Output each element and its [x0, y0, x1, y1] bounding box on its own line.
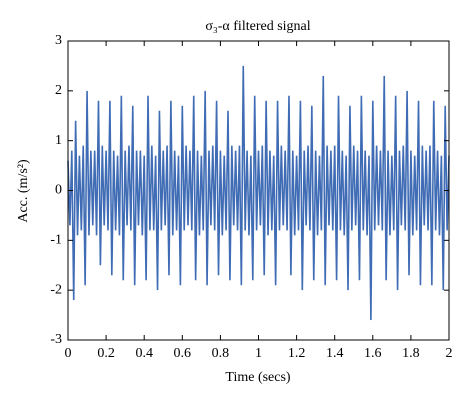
- x-tick-label: 1.6: [364, 346, 382, 361]
- x-axis-label: Time (secs): [225, 370, 291, 385]
- chart-title: σ₃-α filtered signal: [205, 19, 310, 34]
- x-tick-label: 1.4: [326, 346, 344, 361]
- x-tick-label: 0.6: [174, 346, 192, 361]
- y-tick-label: 2: [55, 83, 62, 98]
- signal-line: [67, 65, 450, 321]
- y-tick-label: 1: [55, 133, 62, 148]
- x-tick-label: 0.2: [97, 346, 115, 361]
- x-tick-label: 2: [446, 346, 453, 361]
- x-tick-label: 0.4: [135, 346, 153, 361]
- y-tick-label: -3: [50, 332, 62, 347]
- x-tick-label: 1.2: [288, 346, 306, 361]
- y-tick-label: -2: [50, 282, 62, 297]
- x-tick-label: 1: [255, 346, 262, 361]
- x-tick-label: 0: [65, 346, 72, 361]
- x-tick-label: 0.8: [212, 346, 230, 361]
- y-tick-label: -1: [50, 233, 62, 248]
- y-tick-label: 3: [55, 33, 62, 48]
- y-axis-label: Acc. (m/s²): [16, 159, 31, 223]
- y-tick-label: 0: [55, 183, 62, 198]
- x-tick-label: 1.8: [402, 346, 420, 361]
